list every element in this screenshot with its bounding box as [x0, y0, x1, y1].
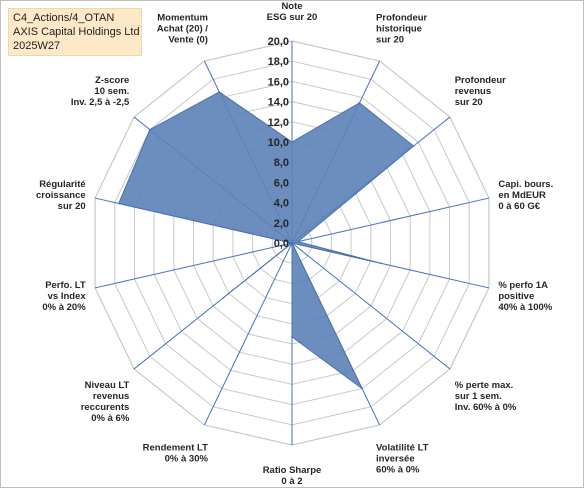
axis-label-10-2: 0% à 20%	[42, 302, 86, 313]
axis-label-5-2: Inv. 60% à 0%	[455, 402, 517, 413]
axis-label-10-1: vs Index	[48, 291, 87, 302]
data-point-7	[291, 336, 293, 338]
axis-spoke-10	[94, 242, 293, 289]
axis-label-4-2: 40% à 100%	[498, 302, 552, 313]
axis-label-13-0: Momentum	[157, 12, 208, 23]
axis-label-5-1: sur 1 sem.	[455, 391, 502, 402]
data-point-1	[358, 102, 361, 104]
axis-spoke-5	[291, 242, 451, 370]
tick-label-8: 16,0	[268, 76, 289, 88]
tick-label-5: 10,0	[268, 137, 289, 149]
axis-label-9-1: revenus	[93, 391, 129, 402]
axis-label-13-2: Vente (0)	[168, 34, 208, 45]
axis-label-5-0: % perte max.	[455, 380, 514, 391]
axis-label-3-1: en MdEUR	[498, 190, 546, 201]
axis-label-1-2: sur 20	[376, 34, 404, 45]
axis-label-12-1: 10 sem.	[94, 86, 129, 97]
axis-label-6-2: 60% à 0%	[376, 465, 420, 476]
axis-label-9-0: Niveau LT	[85, 380, 130, 391]
tick-label-3: 6,0	[274, 177, 289, 189]
axis-label-2-0: Profondeur	[455, 75, 506, 86]
axis-label-12-2: Inv. 2,5 à -2,5	[71, 97, 130, 108]
tick-label-1: 2,0	[274, 218, 289, 230]
axis-label-8-1: 0% à 30%	[165, 454, 209, 465]
axis-label-10-0: Perfo. LT	[45, 280, 86, 291]
axis-label-1-0: Profondeur	[376, 12, 427, 23]
axis-label-7-0: Ratio Sharpe	[263, 465, 322, 476]
data-point-11	[117, 202, 120, 205]
axis-spoke-3	[291, 197, 490, 244]
chart-tag: C4_Actions/4_OTAN AXIS Capital Holdings …	[8, 8, 142, 56]
tick-label-10: 20,0	[268, 36, 289, 48]
series-area	[118, 91, 415, 389]
data-point-6	[361, 387, 363, 390]
axis-label-3-2: 0 à 60 G€	[498, 201, 540, 212]
axis-label-0-0: Note	[281, 1, 302, 12]
axis-label-6-0: Volatilité LT	[376, 443, 429, 454]
data-point-0	[291, 141, 293, 143]
data-point-13	[218, 91, 221, 93]
axis-label-2-1: revenus	[455, 86, 491, 97]
tick-label-2: 4,0	[274, 198, 289, 210]
data-point-9	[222, 296, 225, 299]
axis-label-4-1: positive	[498, 291, 534, 302]
tag-line-2: AXIS Capital Holdings Ltd	[13, 26, 140, 38]
tag-line-1: C4_Actions/4_OTAN	[13, 12, 115, 24]
tick-label-6: 12,0	[268, 117, 289, 129]
tick-label-7: 14,0	[268, 97, 289, 109]
axis-label-1-1: historique	[376, 23, 422, 34]
axis-label-12-0: Z-score	[95, 75, 129, 86]
axis-label-3-0: Capi. bours.	[498, 179, 553, 190]
axis-label-8-0: Rendement LT	[143, 443, 208, 454]
axis-spoke-8	[203, 242, 293, 426]
axis-label-2-2: sur 20	[455, 97, 483, 108]
data-point-2	[412, 145, 415, 147]
axis-label-4-0: % perfo 1A	[498, 280, 548, 291]
axis-label-7-1: 0 à 2	[281, 476, 302, 487]
axis-label-9-3: 0% à 6%	[91, 413, 130, 424]
data-point-12	[149, 128, 151, 131]
axis-label-11-0: Régularité	[39, 179, 85, 190]
tag-line-3: 2025W27	[13, 40, 61, 52]
axis-label-11-2: sur 20	[58, 201, 86, 212]
data-point-3	[297, 240, 299, 243]
axis-label-9-2: reccurents	[81, 402, 130, 413]
axis-label-13-1: Achat (20) /	[157, 23, 209, 34]
tick-label-0: 0,0	[274, 238, 289, 250]
axis-label-6-1: inversée	[376, 454, 415, 465]
axis-label-0-1: ESG sur 20	[267, 12, 318, 23]
axis-label-11-1: croissance	[36, 190, 86, 201]
data-point-10	[291, 242, 293, 244]
tick-label-9: 18,0	[268, 56, 289, 68]
data-point-4	[379, 262, 382, 265]
tick-label-4: 8,0	[274, 157, 289, 169]
